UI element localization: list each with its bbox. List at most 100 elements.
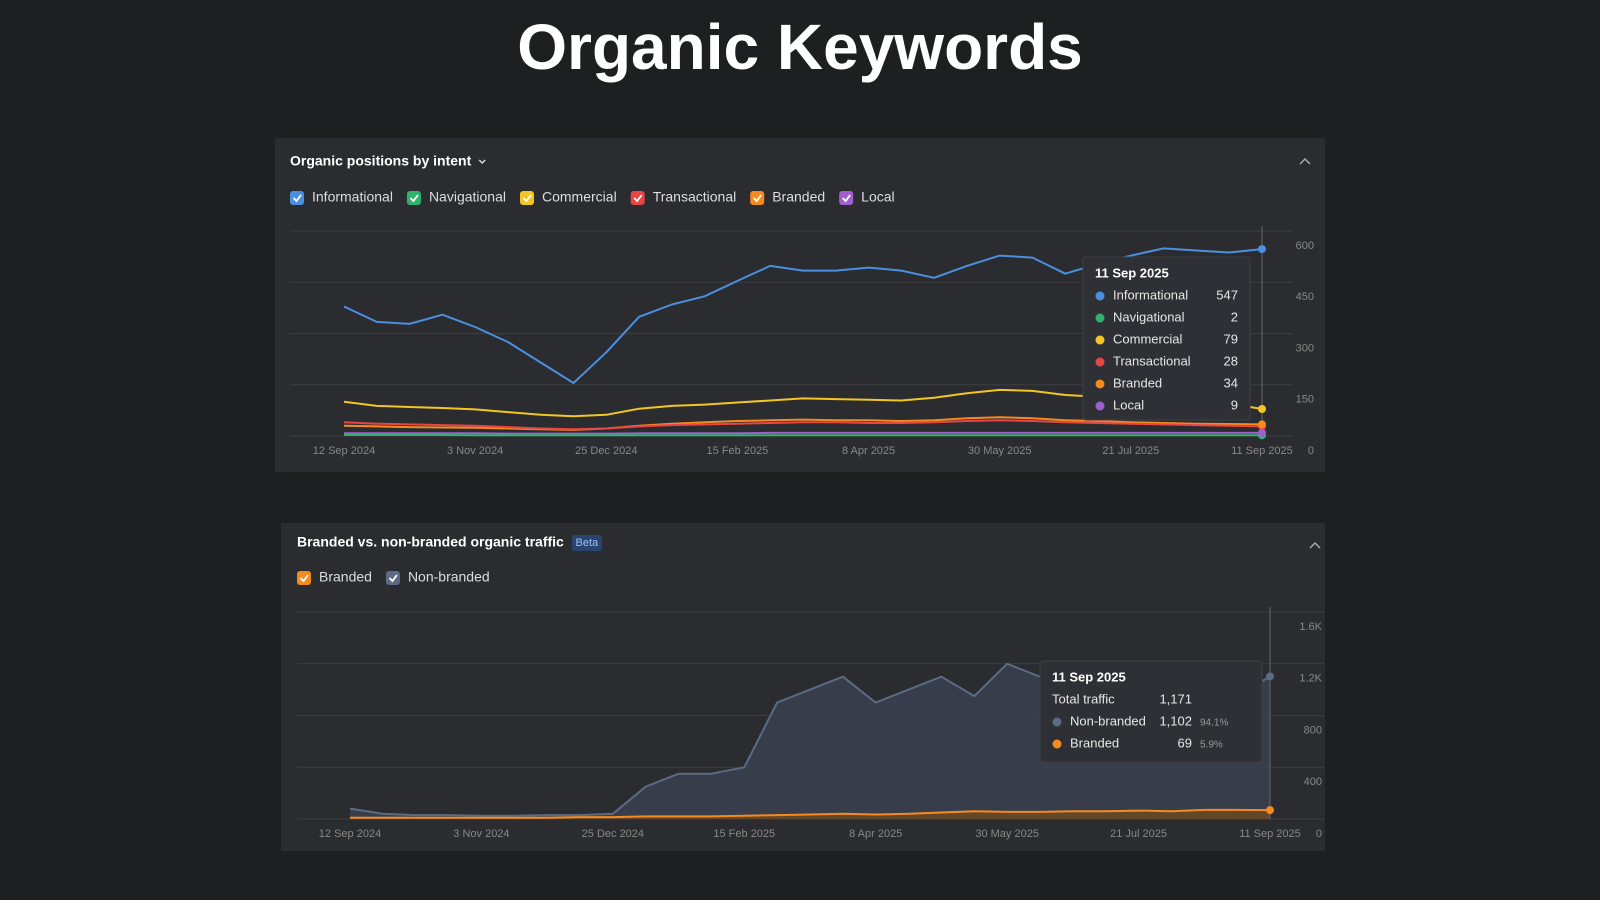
legend-label[interactable]: Non-branded bbox=[408, 569, 490, 585]
y-tick-label: 300 bbox=[1296, 342, 1314, 354]
legend-label[interactable]: Transactional bbox=[653, 189, 737, 205]
tooltip-name: Commercial bbox=[1113, 331, 1182, 346]
tooltip-name: Non-branded bbox=[1070, 713, 1146, 728]
x-tick-label: 21 Jul 2025 bbox=[1110, 828, 1167, 840]
x-tick-label: 25 Dec 2024 bbox=[582, 828, 644, 840]
y-tick-label: 400 bbox=[1304, 776, 1322, 788]
tooltip-value: 34 bbox=[1224, 375, 1238, 390]
check-mark bbox=[409, 194, 419, 203]
hover-dot bbox=[1258, 428, 1266, 437]
y-tick-label: 0 bbox=[1308, 445, 1314, 457]
tooltip-dot bbox=[1095, 335, 1105, 345]
tooltip-dot bbox=[1052, 739, 1062, 749]
page-title: Organic Keywords bbox=[517, 11, 1083, 83]
legend-checkbox[interactable] bbox=[750, 191, 765, 205]
check-mark bbox=[292, 194, 302, 203]
legend-checkbox[interactable] bbox=[520, 191, 534, 205]
tooltip-name: Branded bbox=[1070, 735, 1119, 750]
y-tick-label: 800 bbox=[1304, 724, 1322, 736]
tooltip-dot bbox=[1095, 291, 1105, 301]
tooltip-value: 9 bbox=[1231, 397, 1238, 412]
tooltip-dot bbox=[1095, 379, 1105, 389]
x-tick-label: 21 Jul 2025 bbox=[1102, 445, 1159, 457]
x-tick-label: 12 Sep 2024 bbox=[313, 445, 375, 457]
tooltip-value: 69 bbox=[1178, 735, 1192, 750]
hover-dot bbox=[1266, 672, 1274, 681]
tooltip bbox=[1039, 660, 1263, 763]
tooltip-name: Informational bbox=[1113, 287, 1188, 302]
legend-checkbox[interactable] bbox=[290, 191, 304, 205]
tooltip-date: 11 Sep 2025 bbox=[1095, 265, 1169, 280]
tooltip-value: 1,102 bbox=[1159, 713, 1192, 728]
x-tick-label: 30 May 2025 bbox=[975, 828, 1039, 840]
check-mark bbox=[388, 574, 398, 583]
x-tick-label: 8 Apr 2025 bbox=[849, 828, 902, 840]
legend-label[interactable]: Branded bbox=[319, 569, 372, 585]
x-tick-label: 3 Nov 2024 bbox=[453, 828, 509, 840]
tooltip-value: 28 bbox=[1224, 353, 1238, 368]
tooltip-value: 547 bbox=[1216, 287, 1238, 302]
check-mark bbox=[522, 194, 532, 203]
tooltip-dot bbox=[1095, 357, 1105, 367]
dropdown-icon[interactable] bbox=[478, 159, 486, 164]
legend-checkbox[interactable] bbox=[839, 191, 854, 205]
legend-checkbox[interactable] bbox=[630, 191, 645, 205]
tooltip-dot bbox=[1095, 401, 1105, 411]
tooltip-dot bbox=[1095, 313, 1105, 323]
y-tick-label: 150 bbox=[1296, 394, 1314, 406]
x-tick-label: 25 Dec 2024 bbox=[575, 445, 637, 457]
hover-dot bbox=[1266, 806, 1274, 815]
series-line bbox=[343, 419, 1263, 431]
x-tick-label: 3 Nov 2024 bbox=[447, 445, 503, 457]
x-tick-label: 12 Sep 2024 bbox=[319, 828, 381, 840]
x-tick-label: 11 Sep 2025 bbox=[1239, 828, 1301, 840]
badge-bg bbox=[571, 535, 602, 551]
tooltip-name: Transactional bbox=[1113, 353, 1191, 368]
y-tick-label: 1.6K bbox=[1299, 621, 1322, 633]
tooltip-value: 79 bbox=[1224, 331, 1238, 346]
x-tick-label: 15 Feb 2025 bbox=[707, 445, 769, 457]
legend-label[interactable]: Branded bbox=[772, 189, 825, 205]
legend-label[interactable]: Informational bbox=[312, 189, 393, 205]
tooltip-date: 11 Sep 2025 bbox=[1052, 669, 1126, 684]
legend-label[interactable]: Local bbox=[861, 189, 894, 205]
y-tick-label: 0 bbox=[1316, 828, 1322, 840]
hover-dot bbox=[1258, 420, 1266, 429]
y-tick-label: 1.2K bbox=[1299, 673, 1322, 685]
check-mark bbox=[633, 194, 643, 203]
x-tick-label: 11 Sep 2025 bbox=[1231, 445, 1293, 457]
collapse-icon[interactable] bbox=[1309, 541, 1321, 549]
check-mark bbox=[842, 194, 851, 203]
tooltip-name: Branded bbox=[1113, 375, 1162, 390]
legend-checkbox[interactable] bbox=[297, 571, 311, 585]
legend-checkbox[interactable] bbox=[406, 191, 421, 205]
check-mark bbox=[299, 574, 309, 583]
y-tick-label: 450 bbox=[1296, 291, 1314, 303]
tooltip-total: 1,171 bbox=[1159, 691, 1192, 706]
hover-dot bbox=[1258, 245, 1266, 254]
x-tick-label: 30 May 2025 bbox=[968, 445, 1032, 457]
x-tick-label: 8 Apr 2025 bbox=[842, 445, 895, 457]
legend-label[interactable]: Navigational bbox=[429, 189, 506, 205]
tooltip-total-name: Total traffic bbox=[1052, 691, 1115, 706]
badge: Beta bbox=[576, 537, 600, 549]
tooltip-name: Navigational bbox=[1113, 309, 1185, 324]
series-line bbox=[343, 416, 1263, 431]
legend-label[interactable]: Commercial bbox=[542, 189, 617, 205]
legend-checkbox[interactable] bbox=[385, 571, 400, 585]
tooltip-dot bbox=[1052, 717, 1062, 727]
tooltip-share: 94.1% bbox=[1200, 718, 1228, 729]
tooltip-share: 5.9% bbox=[1200, 740, 1223, 751]
check-mark bbox=[753, 194, 762, 203]
collapse-icon[interactable] bbox=[1299, 157, 1311, 165]
tooltip-name: Local bbox=[1113, 397, 1144, 412]
tooltip-value: 2 bbox=[1231, 309, 1238, 324]
hover-dot bbox=[1258, 405, 1266, 414]
panel-title: Organic positions by intent bbox=[290, 153, 472, 169]
series-line bbox=[350, 808, 1271, 819]
x-tick-label: 15 Feb 2025 bbox=[713, 828, 775, 840]
panel-title: Branded vs. non-branded organic traffic bbox=[297, 534, 564, 550]
y-tick-label: 600 bbox=[1296, 240, 1314, 252]
series-line bbox=[344, 431, 1262, 435]
